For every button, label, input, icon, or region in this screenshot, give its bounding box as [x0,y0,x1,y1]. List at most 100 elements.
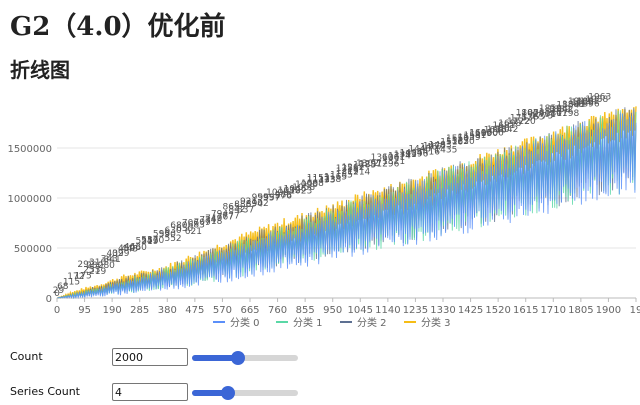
x-tick-label: 0 [54,305,60,316]
data-label: 1214 [347,168,370,178]
x-tick-label: 1710 [541,305,566,316]
data-label: 1219 [336,167,359,177]
legend-label: 分类 0 [230,316,260,329]
data-label: 1909 [571,98,594,108]
section-title: 折线图 [10,58,70,82]
y-tick-label: 1500000 [7,144,52,155]
data-label: 1416 [417,147,440,157]
data-label: 443 [121,245,138,255]
data-label: 219 [89,267,106,277]
data-label: 985 [275,191,292,201]
legend-label: 分类 1 [293,316,323,329]
data-label: 68 [57,282,69,292]
data-label: 1138 [318,175,341,185]
data-label: 1153 [307,174,330,184]
data-label: 718 [205,217,222,227]
data-label: 842 [228,205,245,215]
data-label: 1516 [440,137,463,147]
data-label: 1753 [510,114,533,124]
data-label: 175 [75,272,92,282]
data-label: 1046 [284,184,307,194]
data-label: 888 [234,200,251,210]
data-label: 1391 [394,150,417,160]
x-tick-label: 19 [630,305,640,316]
data-label: 1483 [429,141,452,151]
data-label: 1009 [266,188,289,198]
x-tick-label: 855 [296,305,315,316]
legend-label: 分类 2 [357,316,387,329]
data-label: 1137 [307,175,330,185]
data-label: 1302 [356,159,379,169]
y-tick-label: 500000 [14,244,52,255]
data-label: 957 [263,193,280,203]
data-label: 1773 [530,112,553,122]
y-tick-label: 1000000 [7,194,52,205]
data-label: 1185 [330,171,353,181]
data-label: 1722 [507,117,530,127]
y-tick-label: 0 [46,294,52,305]
data-label: 1283 [353,161,376,171]
data-label: 734 [199,216,216,226]
count-input[interactable] [112,348,188,366]
series-count-input[interactable] [112,383,188,401]
x-tick-label: 95 [78,305,91,316]
count-control: Count [0,346,640,370]
data-label: 450 [118,244,135,254]
data-label: 402 [106,249,123,259]
data-label: 1058 [292,183,315,193]
series-count-slider-fill [192,390,229,396]
data-label: 1884 [556,101,579,111]
x-tick-label: 1140 [375,305,400,316]
data-label: 1839 [548,105,571,115]
data-label: 1550 [446,134,469,144]
legend-item-1[interactable]: 分类 1 [276,316,323,329]
data-label: 172 [67,272,84,282]
data-label: 590 [159,230,176,240]
data-label: 1473 [423,142,446,152]
series-line-3 [56,108,637,300]
data-label: 1922 [577,97,600,107]
data-label: 1798 [556,109,579,119]
data-label: 29 [53,286,65,296]
data-label: 1520 [452,137,475,147]
series-count-slider-thumb[interactable] [221,386,236,400]
count-slider-thumb[interactable] [230,351,245,365]
data-label: 1720 [513,117,536,127]
data-label: 1842 [551,105,574,115]
data-label: 524 [135,237,152,247]
data-label: 1023 [289,187,312,197]
x-tick-label: 665 [240,305,259,316]
x-axis-ticks: 0 95 190 285 380 475 570 665 760 855 950 1045 1140 12… [54,298,640,316]
x-tick-label: 1805 [568,305,593,316]
count-slider[interactable] [192,351,298,365]
x-tick-label: 760 [268,305,287,316]
data-label: 1581 [463,131,486,141]
x-tick-label: 1045 [348,305,373,316]
data-label: 1763 [522,113,545,123]
legend-item-3[interactable]: 分类 3 [404,316,451,329]
data-label: 1801 [545,109,568,119]
data-label: 463 [124,243,141,253]
legend[interactable]: 分类 0 分类 1 分类 2 分类 3 [213,316,451,329]
data-label: 976 [275,191,292,201]
legend-item-2[interactable]: 分类 2 [340,316,387,329]
x-tick-label: 475 [185,305,204,316]
series-marks [56,106,637,300]
data-label: 1791 [533,110,556,120]
legend-item-0[interactable]: 分类 0 [213,316,260,329]
data-label: 1891 [562,100,585,110]
data-label: 749 [205,214,222,224]
x-tick-label: 570 [213,305,232,316]
data-label: 519 [141,237,158,247]
data-label: 1606 [481,128,504,138]
data-label: 1165 [324,173,347,183]
data-label: 0 [54,289,60,299]
data-label: 1816 [539,107,562,117]
data-label: 1360 [371,153,394,163]
data-label: 1938 [585,95,608,105]
series-count-slider[interactable] [192,386,298,400]
data-label: 767 [217,212,234,222]
series-count-label: Series Count [10,385,80,398]
data-label: 310 [89,258,106,268]
data-label: 921 [240,197,257,207]
